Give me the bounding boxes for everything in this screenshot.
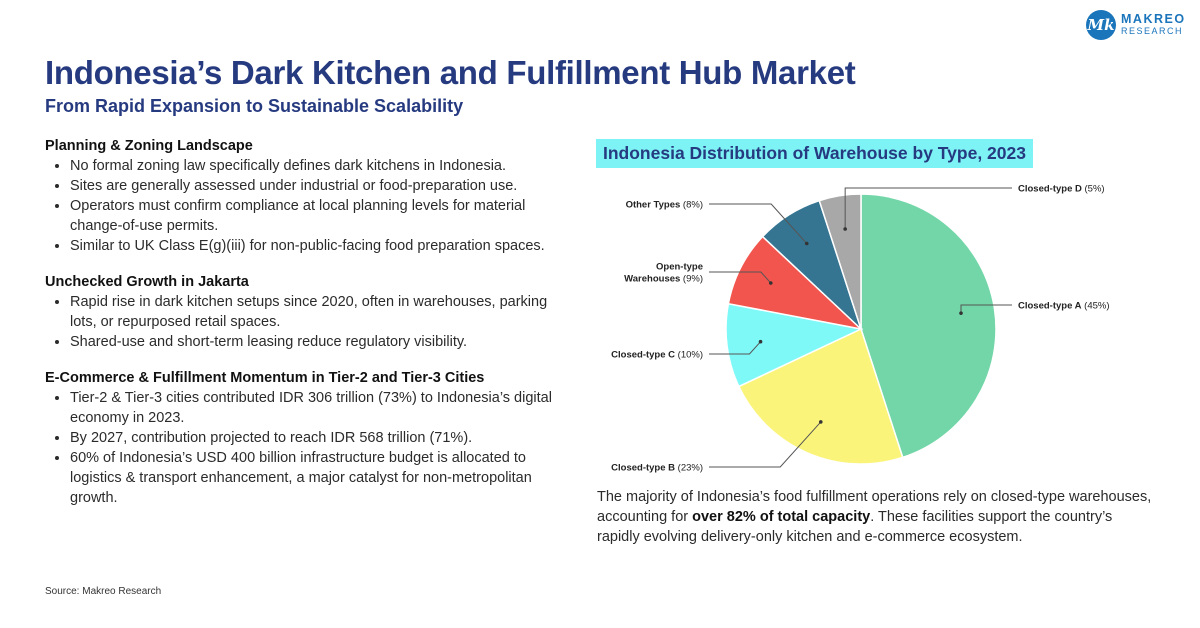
bullet-item: Rapid rise in dark kitchen setups since … (70, 292, 570, 332)
section-heading: Unchecked Growth in Jakarta (45, 274, 249, 290)
bullet-item: 60% of Indonesia’s USD 400 billion infra… (70, 448, 570, 508)
section-heading: E-Commerce & Fulfillment Momentum in Tie… (45, 370, 485, 386)
description-text: The majority of Indonesia’s food fulfill… (597, 489, 1152, 525)
makreo-logo-text: MAKREO RESEARCH (1121, 13, 1186, 37)
page-title: Indonesia’s Dark Kitchen and Fulfillment… (45, 54, 856, 91)
slice-label: Closed-type B (23%) (611, 463, 703, 474)
leader-dot (804, 241, 809, 246)
slice-label: Closed-type D (5%) (1018, 184, 1105, 195)
page-subtitle: From Rapid Expansion to Sustainable Scal… (45, 96, 464, 116)
chart-description: The majority of Indonesia’s food fulfill… (597, 487, 1152, 547)
slice-label: Closed-type C (10%) (611, 350, 703, 361)
makreo-logo: Mk MAKREO RESEARCH (1086, 10, 1186, 40)
slice-label: Closed-type A (45%) (1018, 301, 1110, 312)
leader-line (960, 304, 1012, 314)
section-ecommerce: E-Commerce & Fulfillment Momentum in Tie… (45, 370, 570, 508)
pie-chart: Closed-type A (45%) Closed-type B (23%) Cl… (611, 184, 1110, 474)
leader-line (709, 341, 761, 355)
source-note: Source: Makreo Research (45, 586, 162, 597)
bullet-list: Rapid rise in dark kitchen setups since … (45, 292, 570, 352)
leader-dot (768, 281, 773, 285)
description-highlight: over 82% of total capacity (692, 509, 871, 525)
bullet-item: Operators must confirm compliance at loc… (70, 196, 570, 236)
description-text-end: . These facilities support the country’s… (597, 509, 1113, 545)
slice-label: Open-type Warehouses (9%) (624, 262, 703, 285)
bullet-list: No formal zoning law specifically define… (45, 156, 570, 256)
left-column: Planning & Zoning Landscape No formal zo… (45, 138, 570, 526)
leader-line (709, 421, 822, 468)
leader-dot (843, 227, 847, 231)
leader-line (709, 203, 808, 244)
logo-name: MAKREO (1121, 12, 1186, 26)
logo-sub: RESEARCH (1121, 26, 1184, 36)
pie-slice-closed-type-c (725, 302, 864, 388)
section-jakarta: Unchecked Growth in Jakarta Rapid rise i… (45, 274, 570, 352)
leader-dot (818, 420, 823, 424)
slice-label: Other Types (8%) (626, 200, 703, 211)
leader-dot (959, 311, 963, 315)
bullet-item: Tier-2 & Tier-3 cities contributed IDR 3… (70, 388, 570, 428)
bullet-item: By 2027, contribution projected to reach… (70, 428, 570, 448)
section-heading: Planning & Zoning Landscape (45, 138, 253, 154)
pie-slice-closed-type-d (818, 193, 862, 330)
section-planning: Planning & Zoning Landscape No formal zo… (45, 138, 570, 256)
chart-title: Indonesia Distribution of Warehouse by T… (596, 139, 1033, 168)
bullet-item: Sites are generally assessed under indus… (70, 176, 570, 196)
leader-dot (758, 339, 763, 344)
pie-slice-closed-type-a (860, 193, 997, 459)
pie-slice-closed-type-b (737, 327, 904, 465)
bullet-item: Similar to UK Class E(g)(iii) for non-pu… (70, 236, 570, 256)
makreo-logo-mark: Mk (1086, 10, 1116, 40)
leader-line (709, 271, 772, 284)
bullet-item: Shared-use and short-term leasing reduce… (70, 332, 570, 352)
bullet-list: Tier-2 & Tier-3 cities contributed IDR 3… (45, 388, 570, 508)
leader-line (844, 187, 1012, 229)
bullet-item: No formal zoning law specifically define… (70, 156, 570, 176)
